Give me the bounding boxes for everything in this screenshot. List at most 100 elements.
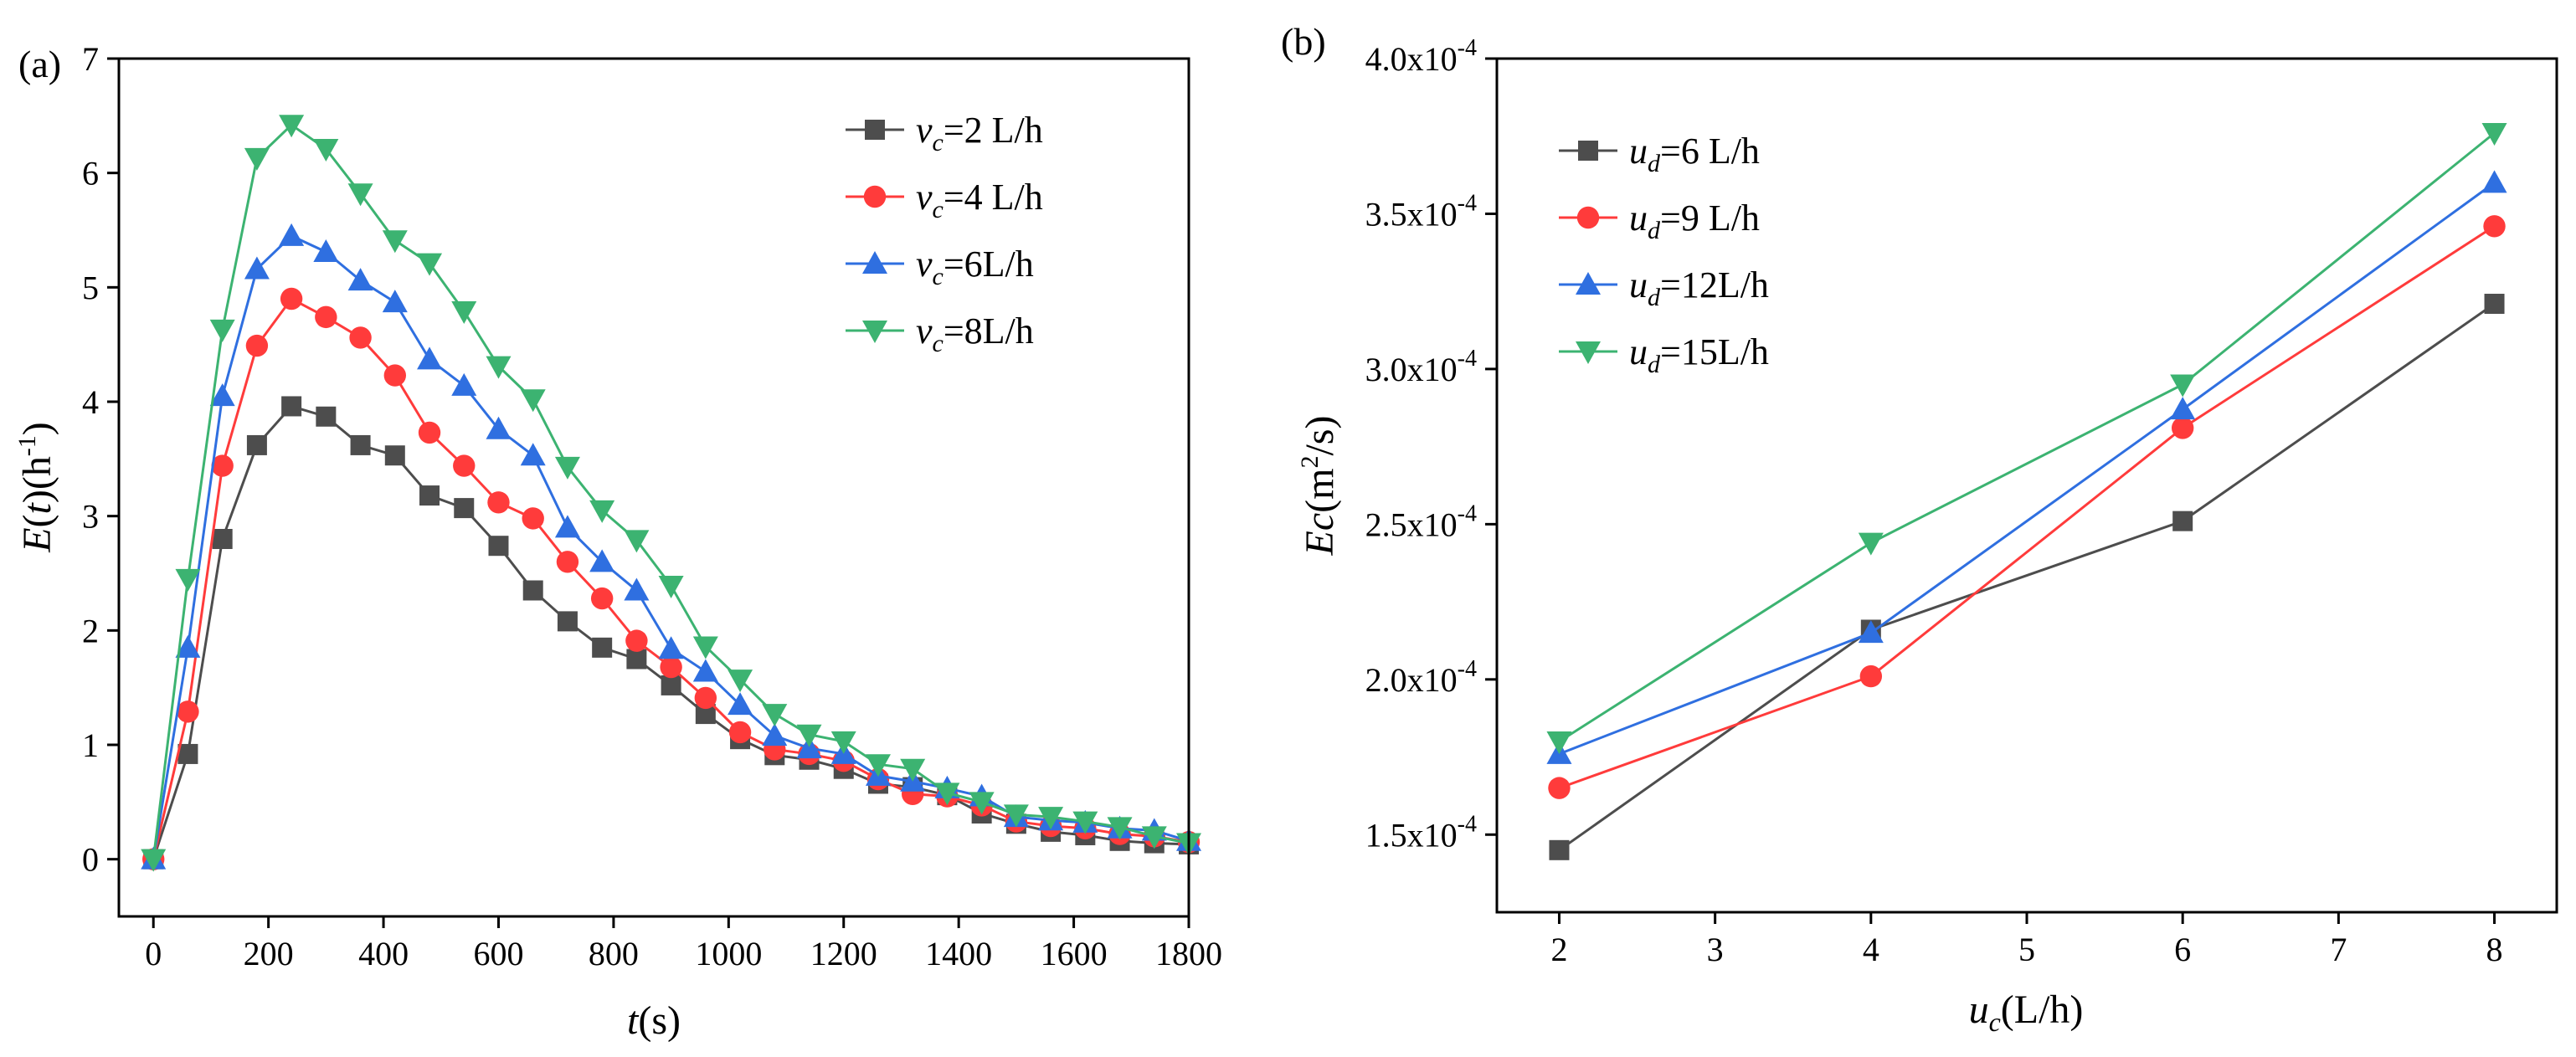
data-point-a-1-5 — [281, 396, 302, 417]
series-line-a-4 — [152, 123, 1190, 859]
data-point-a-1-9 — [419, 485, 440, 506]
data-point-a-2-17 — [694, 686, 717, 710]
data-point-a-2-4 — [245, 334, 269, 357]
legend-a: vc=2 L/h vc=4 L/h vc=6L/h vc=8L/h — [846, 110, 1043, 357]
y-tick-label-b-1: 1.5x10-4 — [1365, 811, 1477, 854]
legend-marker-b-4 — [1576, 341, 1601, 364]
data-point-a-4-17 — [692, 636, 718, 659]
data-point-a-3-18 — [728, 692, 753, 716]
series-line-b-3 — [1558, 182, 2496, 756]
legend-label-b-1: ud=6 L/h — [1629, 131, 1760, 177]
x-tick-label-a-6: 1000 — [695, 935, 762, 972]
data-point-a-4-24 — [934, 782, 960, 806]
data-point-a-2-3 — [211, 454, 234, 477]
data-point-a-4-7 — [347, 183, 373, 207]
y-tick-label-a-4: 3 — [82, 498, 99, 536]
data-point-a-1-15 — [626, 649, 647, 670]
x-tick-label-b-5: 6 — [2174, 931, 2191, 968]
data-point-a-4-13 — [554, 456, 580, 480]
data-point-a-4-26 — [1003, 804, 1029, 828]
chart-a: (a) 0 200 400 600 800 1000 1200 1400 1600 1800 0 1… — [13, 40, 1222, 1043]
data-point-a-3-15 — [624, 577, 650, 601]
data-point-b-2-3 — [2171, 417, 2194, 439]
series-line-b-2 — [1558, 225, 2496, 790]
data-point-a-3-10 — [451, 372, 477, 396]
y-tick-label-a-5: 4 — [82, 383, 99, 421]
y-tick-label-a-8: 7 — [82, 40, 99, 78]
data-point-a-1-2 — [177, 743, 198, 764]
data-point-a-2-8 — [383, 364, 407, 387]
y-axis-label-b: Ec(m2/s) — [1296, 416, 1342, 557]
x-tick-label-b-1: 2 — [1550, 931, 1567, 968]
x-tick-label-b-6: 7 — [2330, 931, 2347, 968]
data-point-a-3-4 — [244, 256, 270, 280]
data-point-b-3-4 — [2481, 170, 2507, 193]
data-point-b-2-4 — [2483, 215, 2506, 238]
data-point-a-3-2 — [175, 634, 201, 658]
data-point-a-2-14 — [590, 587, 614, 610]
legend-label-a-4: vc=8L/h — [916, 310, 1034, 357]
legend-marker-a-3 — [862, 251, 887, 274]
x-tick-label-a-8: 1400 — [925, 935, 992, 972]
y-tick-label-a-2: 1 — [82, 726, 99, 764]
data-point-a-4-14 — [589, 500, 615, 523]
data-point-a-4-30 — [1141, 826, 1167, 849]
data-point-a-3-17 — [692, 659, 718, 682]
legend-marker-b-3 — [1576, 272, 1601, 295]
data-point-a-1-16 — [661, 675, 681, 695]
y-axis-label-a: E(t)(h-1) — [13, 422, 59, 553]
data-point-a-1-4 — [246, 434, 267, 455]
series-line-b-4 — [1558, 131, 2496, 743]
legend-label-b-4: ud=15L/h — [1629, 331, 1769, 378]
plot-frame-b — [1495, 57, 2558, 914]
data-point-b-2-1 — [1548, 777, 1571, 799]
data-point-a-1-12 — [522, 580, 543, 601]
data-point-a-4-21 — [830, 731, 856, 754]
data-point-b-2-2 — [1859, 664, 1883, 688]
data-point-a-4-6 — [313, 138, 339, 162]
legend-b: ud=6 L/h ud=9 L/h ud=12L/h ud=15L/h — [1559, 131, 1769, 378]
data-point-a-4-16 — [658, 576, 684, 599]
data-point-a-4-19 — [762, 704, 788, 727]
data-point-a-4-10 — [451, 301, 477, 325]
data-point-a-4-5 — [279, 115, 305, 138]
data-point-a-2-12 — [522, 507, 544, 530]
data-point-a-4-28 — [1072, 811, 1098, 834]
x-tick-label-a-10: 1800 — [1155, 935, 1222, 972]
legend-marker-a-1 — [865, 120, 885, 140]
data-point-a-3-14 — [589, 549, 615, 572]
data-point-a-3-16 — [658, 636, 684, 659]
y-tick-label-b-4: 3.0x10-4 — [1365, 346, 1477, 388]
data-point-b-4-2 — [1858, 532, 1884, 556]
data-point-a-3-9 — [417, 346, 443, 370]
x-tick-label-a-7: 1200 — [810, 935, 877, 972]
y-tick-label-a-6: 5 — [82, 269, 99, 306]
x-tick-label-b-4: 5 — [2018, 931, 2035, 968]
data-point-a-4-1 — [141, 849, 167, 872]
legend-label-b-2: ud=9 L/h — [1629, 198, 1760, 244]
data-point-a-3-3 — [209, 383, 235, 407]
data-point-a-1-6 — [316, 406, 337, 427]
y-tick-label-b-6: 4.0x10-4 — [1365, 35, 1477, 78]
data-point-b-3-3 — [2170, 397, 2196, 420]
data-point-a-4-22 — [865, 754, 891, 777]
x-axis-label-b: uc(L/h) — [1969, 988, 2084, 1037]
data-point-a-2-9 — [418, 421, 441, 444]
data-point-a-2-16 — [660, 655, 682, 679]
data-point-a-4-25 — [969, 792, 995, 815]
panel-label-b: (b) — [1281, 20, 1326, 63]
panel-label-a: (a) — [18, 43, 61, 85]
data-point-a-2-6 — [315, 305, 337, 329]
data-point-b-4-4 — [2481, 123, 2507, 146]
data-point-a-4-2 — [175, 568, 201, 592]
x-tick-label-a-1: 0 — [145, 935, 162, 972]
data-point-a-4-11 — [486, 356, 512, 379]
data-point-a-4-3 — [209, 319, 235, 342]
legend-label-a-1: vc=2 L/h — [916, 110, 1043, 156]
data-point-a-4-29 — [1107, 817, 1133, 840]
data-point-a-4-4 — [244, 147, 270, 171]
data-point-a-2-18 — [728, 721, 752, 744]
series-line-a-1 — [152, 404, 1190, 860]
legend-marker-a-2 — [863, 185, 887, 208]
